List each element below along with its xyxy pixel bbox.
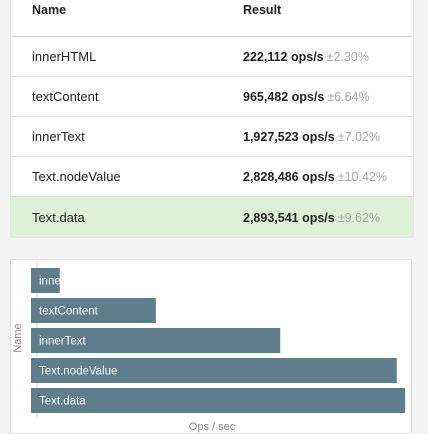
- table-row-winner: Text.data 2,893,541 ops/s ±9.62%: [11, 197, 413, 237]
- bar-label: textContent: [39, 306, 99, 318]
- table-header-row: Name Result: [11, 0, 413, 37]
- row-result: 965,482 ops/s ±6.64%: [243, 89, 413, 104]
- results-table: Name Result innerHTML 222,112 ops/s ±2.30…: [10, 0, 414, 238]
- bar-textcontent: [31, 298, 156, 323]
- header-name: Name: [32, 3, 67, 17]
- row-result: 222,112 ops/s ±2.30%: [243, 49, 413, 64]
- bar-text-nodevalue: [31, 358, 397, 383]
- bar-label: Text.data: [39, 396, 86, 408]
- bars-group: innerHTML textContent innerText Text.nodeVa…: [31, 268, 406, 413]
- table-row: innerText 1,927,523 ops/s ±7.02%: [11, 117, 413, 157]
- ops-value: 1,927,523 ops/s: [243, 130, 335, 144]
- chart-panel: innerHTML textContent innerText Text.nodeVa…: [10, 259, 412, 434]
- ops-value: 222,112 ops/s: [243, 50, 324, 64]
- row-name: Text.nodeValue: [32, 169, 121, 184]
- error-margin: ±10.42%: [337, 170, 387, 184]
- ops-value: 965,482 ops/s: [243, 90, 325, 104]
- bar-label: innerText: [39, 336, 86, 348]
- bar-text-data: [31, 388, 406, 413]
- row-result: 2,893,541 ops/s ±9.62%: [243, 210, 413, 225]
- bar-chart: innerHTML textContent innerText Text.nodeVa…: [12, 263, 406, 433]
- row-name: Text.data: [32, 209, 85, 225]
- row-result: 1,927,523 ops/s ±7.02%: [243, 129, 413, 144]
- bar-label: innerHTML: [39, 276, 96, 288]
- error-margin: ±6.64%: [327, 90, 370, 104]
- table-row: innerHTML 222,112 ops/s ±2.30%: [11, 37, 413, 77]
- error-margin: ±2.30%: [326, 50, 369, 64]
- table-row: Text.nodeValue 2,828,486 ops/s ±10.42%: [11, 157, 413, 197]
- error-margin: ±9.62%: [337, 210, 381, 225]
- x-axis-title: Ops / sec: [189, 421, 236, 433]
- bar-innertext: [31, 328, 281, 353]
- y-axis-title: Name: [12, 323, 24, 352]
- row-name: innerHTML: [32, 49, 97, 64]
- table-row: textContent 965,482 ops/s ±6.64%: [11, 77, 413, 117]
- bar-label: Text.nodeValue: [39, 366, 117, 378]
- ops-value: 2,828,486 ops/s: [243, 170, 335, 184]
- row-name: textContent: [32, 89, 99, 104]
- ops-value: 2,893,541 ops/s: [243, 210, 335, 225]
- row-name: innerText: [32, 129, 85, 144]
- header-result: Result: [243, 3, 282, 17]
- row-result: 2,828,486 ops/s ±10.42%: [243, 169, 413, 184]
- error-margin: ±7.02%: [337, 130, 381, 144]
- bar-innerhtml: [31, 268, 60, 293]
